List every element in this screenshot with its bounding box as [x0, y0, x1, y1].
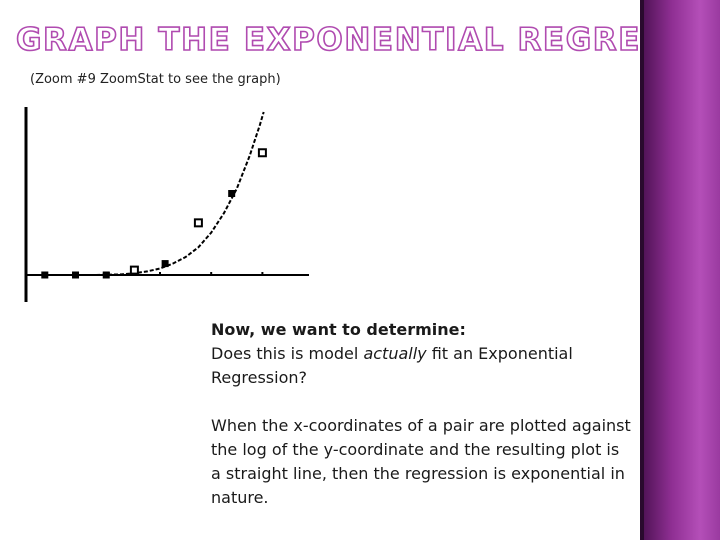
regression-curve: [95, 111, 265, 276]
decorative-side-panel: [640, 0, 720, 540]
data-point-filled-6: [161, 260, 169, 268]
data-point-hollow-2: [257, 148, 267, 158]
side-panel-edge: [640, 0, 644, 540]
data-point-hollow-1: [193, 218, 203, 228]
data-point-filled-7: [228, 190, 236, 197]
data-point-filled-5: [102, 271, 110, 279]
lead-text: Now, we want to determine:: [211, 320, 466, 339]
question-text-start: Does this is model: [211, 344, 364, 363]
data-point-filled-4: [72, 271, 80, 279]
data-points: [41, 148, 267, 279]
zoom-instruction: (Zoom #9 ZoomStat to see the graph): [30, 72, 281, 87]
intro-paragraph: Now, we want to determine: Does this is m…: [211, 318, 631, 390]
question-text-end: fit an Exponential Regression?: [211, 344, 573, 387]
calculator-plot: [24, 107, 309, 302]
data-point-hollow-0: [129, 265, 139, 275]
explanation-paragraph: When the x-coordinates of a pair are plo…: [211, 416, 631, 507]
slide-title: GRAPH THE EXPONENTIAL REGRESSION: [15, 21, 720, 59]
body-text: Now, we want to determine: Does this is m…: [211, 318, 631, 510]
data-point-filled-3: [41, 271, 49, 279]
question-emphasis: actually: [363, 344, 427, 363]
